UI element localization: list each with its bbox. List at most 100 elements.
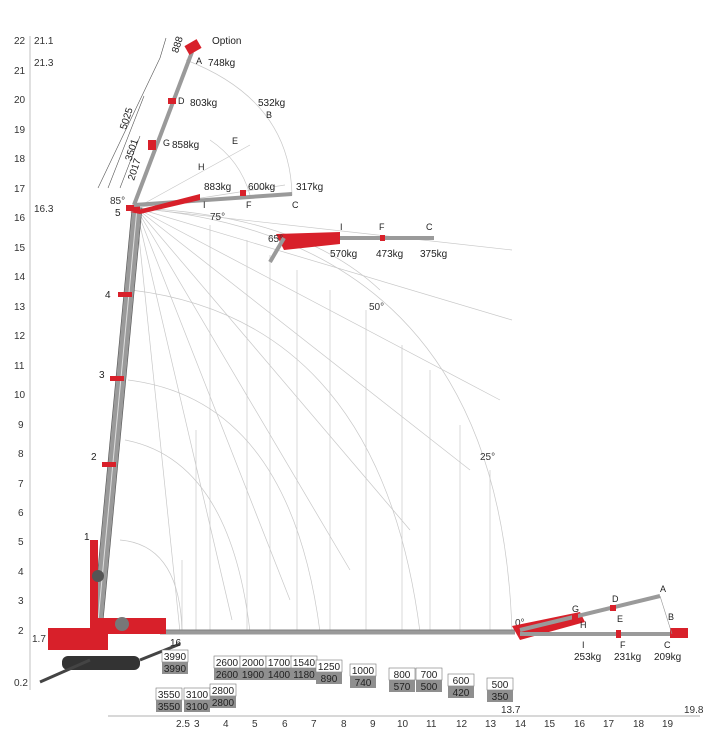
- capacity-box-grey: [210, 696, 236, 708]
- capacity-value: 3990: [164, 652, 187, 663]
- capacity-value: 2000: [242, 658, 265, 669]
- grid-arc: [209, 139, 251, 196]
- jib-low-collar: [616, 630, 621, 638]
- point-label: C: [426, 222, 433, 232]
- grid-ray: [135, 207, 513, 321]
- grid-ray: [135, 144, 251, 209]
- capacity-box-grey: [487, 690, 513, 702]
- track-assembly: [62, 656, 140, 670]
- x-tick: 19: [662, 719, 674, 730]
- capacity-value: 740: [355, 678, 372, 689]
- y-tick: 10: [14, 390, 26, 401]
- jib-low-head: [670, 628, 688, 638]
- boom-section-mark: [110, 376, 124, 381]
- load-label: 883kg: [204, 182, 231, 193]
- capacity-value: 2800: [212, 686, 235, 697]
- fly-jib-mid: [268, 232, 434, 264]
- counterweight: [48, 628, 108, 650]
- capacity-value: 700: [421, 670, 438, 681]
- x-tick: 12: [456, 719, 468, 730]
- point-label: F: [379, 222, 385, 232]
- capacity-box-grey: [240, 668, 266, 680]
- x-tick: 8: [341, 719, 347, 730]
- x-tick: 17: [603, 719, 615, 730]
- grid-arc: [185, 59, 293, 196]
- capacity-value: 500: [421, 682, 438, 693]
- point-label: F: [620, 640, 626, 650]
- x-tick: 14: [515, 719, 527, 730]
- jib-mid-red: [276, 232, 340, 250]
- y-tick: 4: [18, 567, 24, 578]
- point-label: I: [203, 200, 206, 210]
- crane-base: [39, 570, 181, 684]
- point-label: A: [660, 584, 666, 594]
- y-tick: 0.2: [14, 678, 28, 689]
- capacity-value: 1400: [268, 670, 291, 681]
- capacity-value: 1700: [268, 658, 291, 669]
- y-tick-labels: 0.2 1.7 2 3 4 5 6 7 8 9 10 11 12 13 14 1…: [14, 36, 54, 689]
- jib-base-red: [130, 194, 200, 214]
- capacity-box-grey: [316, 672, 342, 684]
- jib-angle-label: 65°: [268, 234, 283, 245]
- x-tick: 5: [252, 719, 258, 730]
- y-tick: 11: [14, 361, 25, 372]
- load-label: 317kg: [296, 182, 323, 193]
- point-label: D: [178, 96, 185, 106]
- point-label: E: [232, 136, 238, 146]
- angle-label: 50°: [369, 302, 384, 313]
- grid-arc: [130, 289, 421, 633]
- y-tick: 18: [14, 154, 26, 165]
- x-tick: 16: [574, 719, 586, 730]
- capacity-box-grey: [389, 680, 415, 692]
- y-tick: 12: [14, 331, 26, 342]
- y-tick: 14: [14, 272, 26, 283]
- load-label: 253kg: [574, 652, 601, 663]
- x-tick: 9: [370, 719, 376, 730]
- capacity-value: 3100: [186, 690, 209, 701]
- dim-line: [107, 95, 145, 189]
- boom-section-label: 5: [115, 208, 121, 219]
- y-tick: 13: [14, 302, 26, 313]
- load-label: 473kg: [376, 249, 403, 260]
- jib-low-link: [659, 595, 673, 635]
- x-tick: 7: [311, 719, 317, 730]
- angle-label: 25°: [480, 452, 495, 463]
- boom-section-label: 3: [99, 370, 105, 381]
- capacity-value: 600: [453, 676, 470, 687]
- capacity-value: 350: [492, 692, 509, 703]
- jib-upper: [132, 51, 194, 206]
- capacity-value: 2800: [212, 698, 235, 709]
- capacity-value: 3550: [158, 690, 181, 701]
- dim-line: [97, 57, 161, 189]
- jib-low-collar: [610, 605, 616, 611]
- x-tick-labels: 2.5 3 4 5 6 7 8 9 10 11 12 13 14 15 16 1…: [176, 705, 704, 730]
- capacity-value: 1180: [293, 670, 315, 681]
- winch-drum: [115, 617, 129, 631]
- capacity-top-label: 16: [170, 638, 182, 649]
- y-tick: 21: [14, 66, 26, 77]
- y-tick: 19: [14, 125, 26, 136]
- capacity-value: 1000: [352, 666, 375, 677]
- x-tick: 4: [223, 719, 229, 730]
- point-label: E: [617, 614, 623, 624]
- y-tick: 8: [18, 449, 24, 460]
- capacity-value: 890: [321, 674, 338, 685]
- angle-label: 75°: [210, 212, 225, 223]
- capacity-value: 3550: [158, 702, 181, 713]
- y-tick: 1.7: [32, 634, 46, 645]
- boom-section-mark: [126, 205, 140, 211]
- jib-low-collar: [572, 614, 578, 620]
- y-tick: 5: [18, 537, 24, 548]
- grid-ray: [135, 207, 501, 401]
- capacity-box-grey: [162, 662, 188, 674]
- capacity-value: 570: [394, 682, 411, 693]
- capacity-box-grey: [214, 668, 240, 680]
- boom-section-mark: [102, 462, 116, 467]
- x-tick: 6: [282, 719, 288, 730]
- y-tick: 3: [18, 596, 24, 607]
- point-label: C: [292, 200, 299, 210]
- capacity-value: 3100: [186, 702, 209, 713]
- grid-arc: [135, 207, 513, 633]
- capacity-box-grey: [291, 668, 317, 680]
